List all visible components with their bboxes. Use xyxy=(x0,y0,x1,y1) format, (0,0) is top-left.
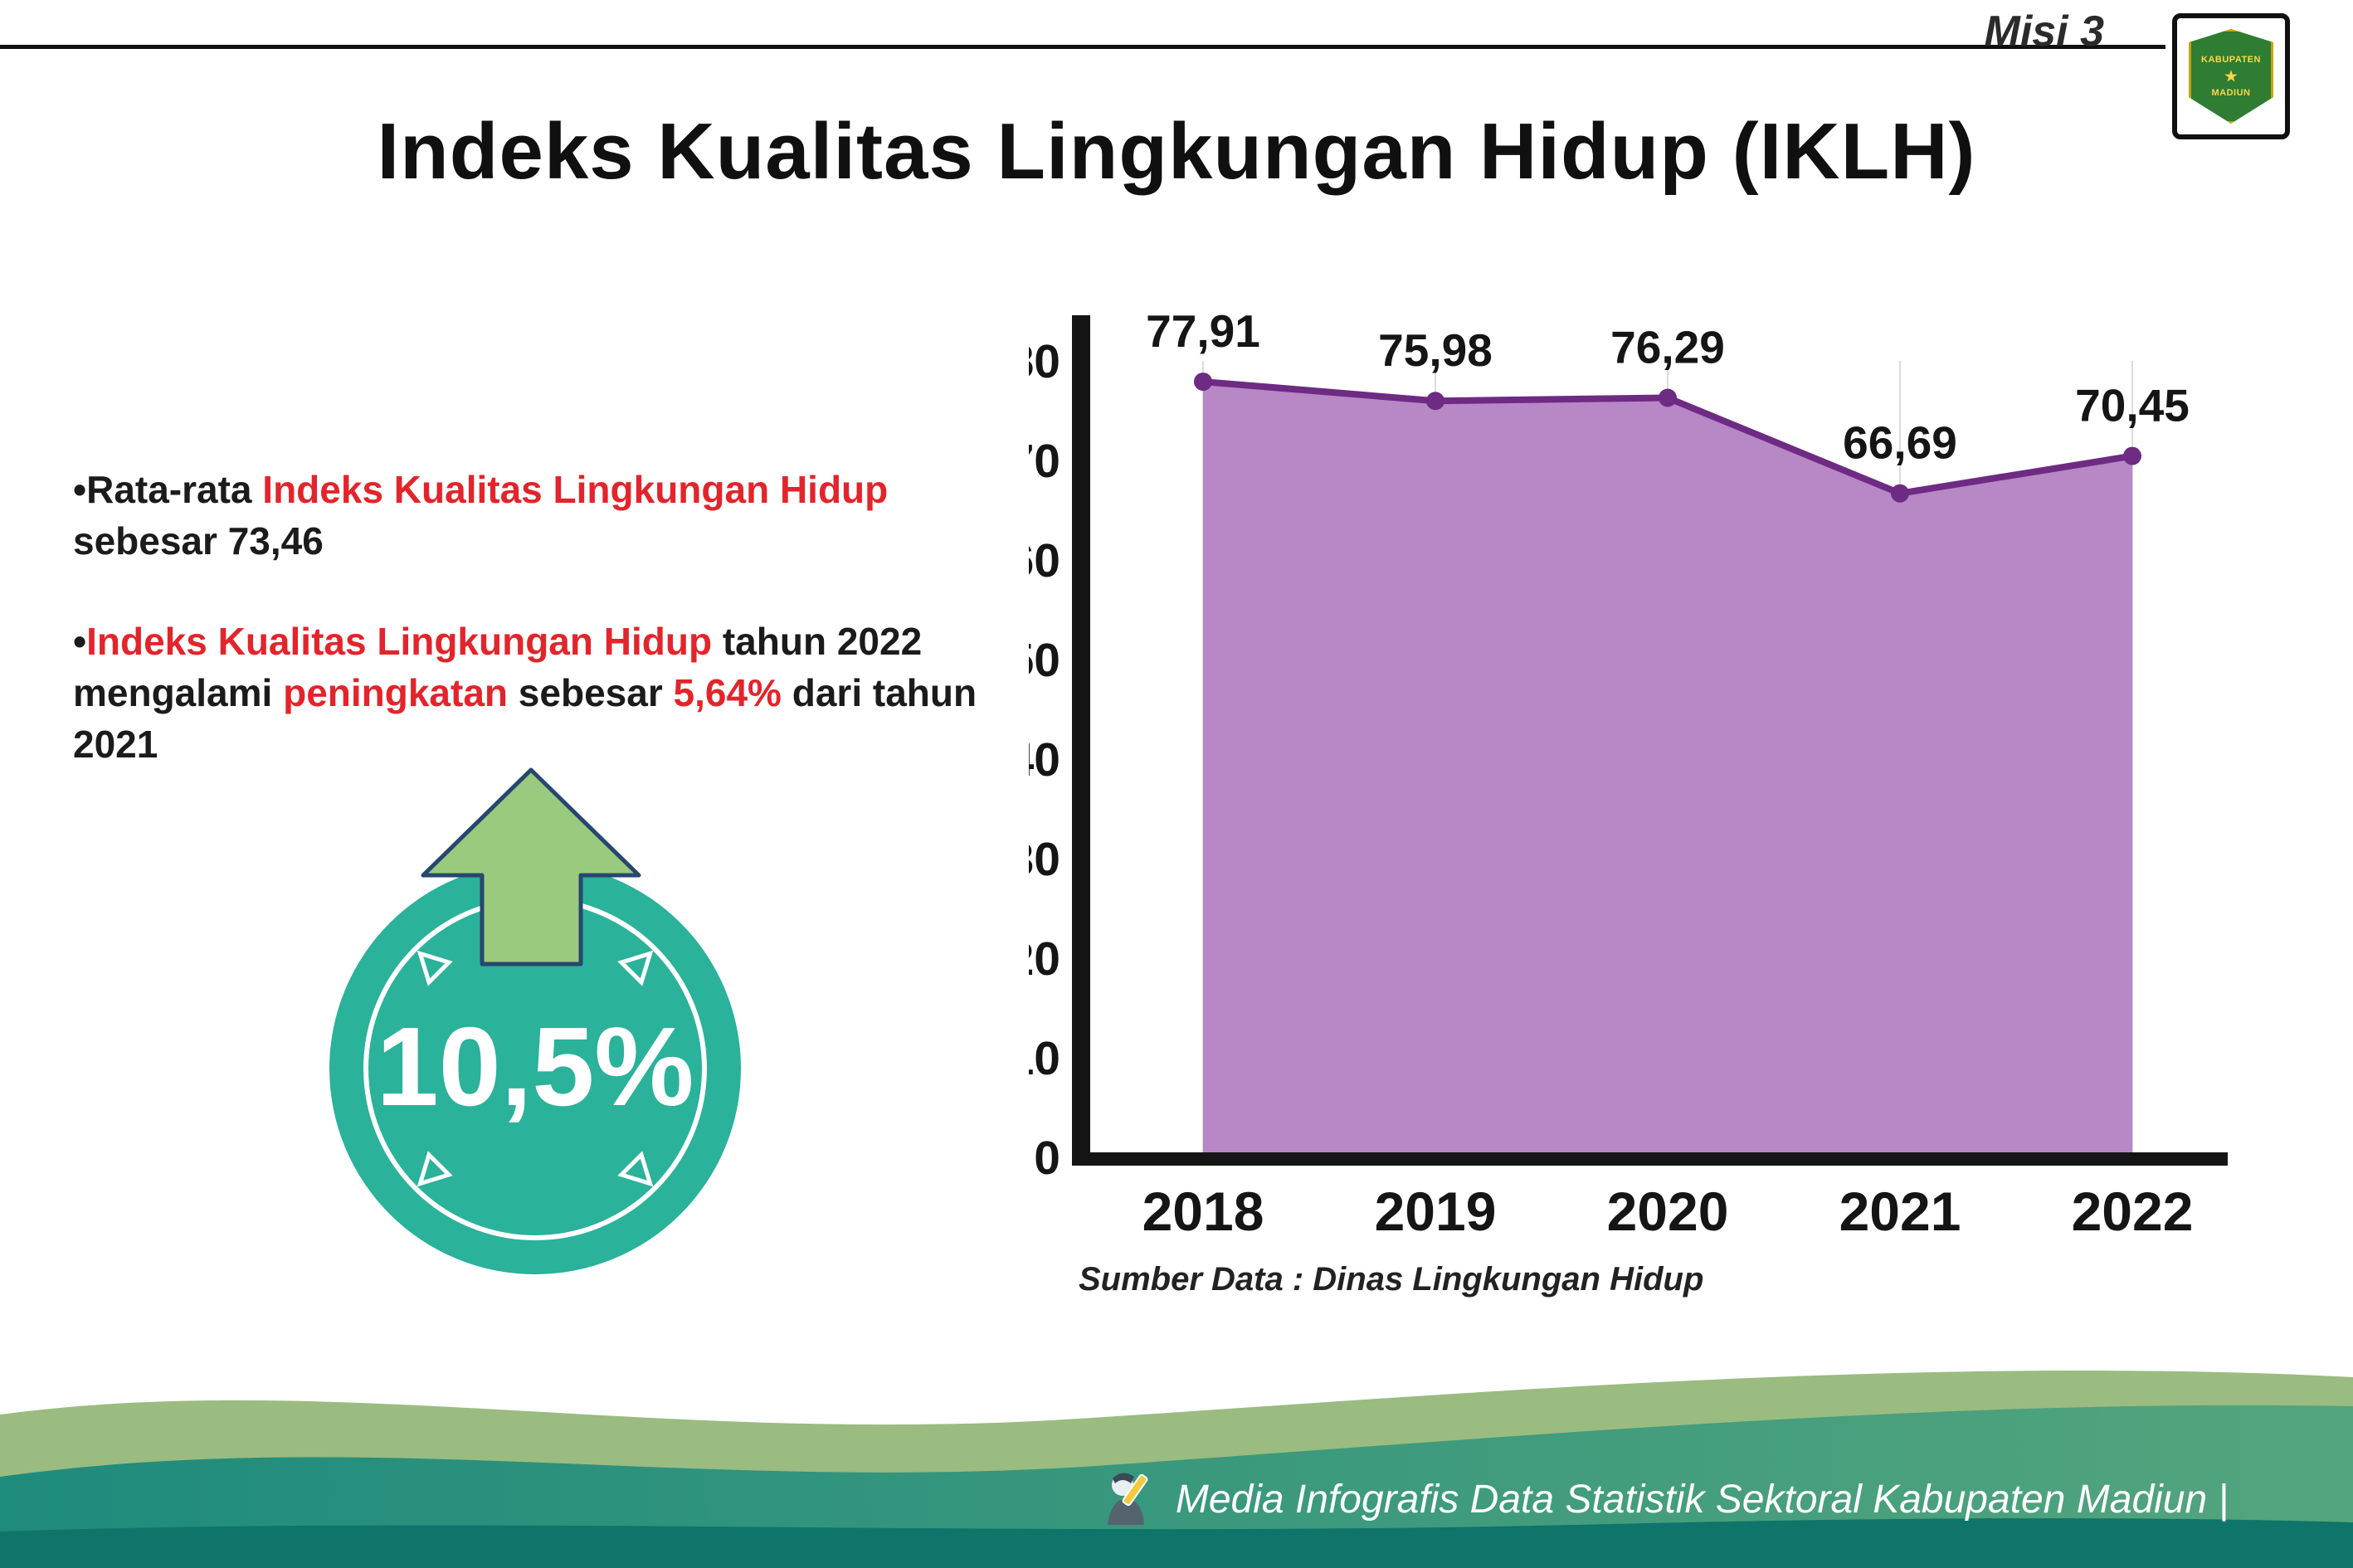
increase-badge-graphic: 10,5% xyxy=(329,767,741,1274)
svg-text:75,98: 75,98 xyxy=(1378,324,1493,376)
svg-text:30: 30 xyxy=(1029,833,1060,886)
svg-text:20: 20 xyxy=(1029,933,1060,986)
svg-text:2021: 2021 xyxy=(1839,1181,1961,1242)
footer-waves xyxy=(0,1371,2353,1568)
bullet-text-red: 5,64% xyxy=(673,670,782,714)
svg-text:60: 60 xyxy=(1029,534,1060,587)
iklh-chart-svg: 77,91 75,98 76,29 66,69 70,45 0 10 20 30 40 50 60 70… xyxy=(1008,305,2228,1242)
page-title: Indeks Kualitas Lingkungan Hidup (IKLH) xyxy=(377,107,1976,196)
bullet-text-red: Indeks Kualitas Lingkungan Hidup xyxy=(86,620,713,664)
mascot-writer-icon xyxy=(1107,1473,1148,1525)
bullet-text: sebesar xyxy=(508,670,674,714)
ring-triangle-icons xyxy=(417,950,654,1187)
svg-text:2018: 2018 xyxy=(1142,1181,1264,1242)
svg-text:76,29: 76,29 xyxy=(1610,322,1725,373)
svg-text:0: 0 xyxy=(1034,1132,1060,1185)
bullet-text: •Rata-rata xyxy=(73,468,263,511)
header-rule xyxy=(0,45,2165,49)
misi-label: Misi 3 xyxy=(1984,7,2105,56)
increase-badge: 10,5% xyxy=(319,747,751,1286)
svg-text:70,45: 70,45 xyxy=(2075,380,2190,431)
bullet-increase-2022: •Indeks Kualitas Lingkungan Hidup tahun … xyxy=(73,616,986,770)
star-icon xyxy=(2224,70,2238,82)
footer-credit: Media Infografis Data Statistik Sektoral… xyxy=(1094,1467,2229,1531)
up-arrow-icon xyxy=(421,767,641,967)
bullet-text: tahun 2022 mengalami xyxy=(73,620,923,714)
bullet-text: sebesar 73,46 xyxy=(73,519,324,562)
kabupaten-madiun-logo: KABUPATEN MADIUN xyxy=(2172,13,2290,139)
svg-text:2022: 2022 xyxy=(2072,1181,2194,1242)
bullet-average-iklh: •Rata-rata Indeks Kualitas Lingkungan Hi… xyxy=(73,465,986,567)
bullet-text: dari tahun 2021 xyxy=(73,670,977,766)
wave-dark xyxy=(0,1518,2353,1568)
crest-top-text: KABUPATEN xyxy=(2201,55,2261,65)
svg-text:2020: 2020 xyxy=(1607,1181,1729,1242)
svg-text:40: 40 xyxy=(1029,733,1060,786)
badge-circle xyxy=(329,863,741,1274)
svg-text:66,69: 66,69 xyxy=(1843,417,1957,469)
bullet-text: • xyxy=(73,620,87,664)
increase-percentage: 10,5% xyxy=(377,1004,694,1129)
bullet-text-red: peningkatan xyxy=(283,670,509,714)
data-source-caption: Sumber Data : Dinas Lingkungan Hidup xyxy=(1079,1261,1704,1298)
bullet-text-red: Indeks Kualitas Lingkungan Hidup xyxy=(262,468,889,511)
crest-bottom-text: MADIUN xyxy=(2211,88,2251,98)
svg-text:70: 70 xyxy=(1029,435,1060,488)
svg-text:2019: 2019 xyxy=(1375,1181,1497,1242)
svg-text:80: 80 xyxy=(1029,335,1060,388)
svg-text:10: 10 xyxy=(1029,1032,1060,1085)
summary-bullets: •Rata-rata Indeks Kualitas Lingkungan Hi… xyxy=(73,465,986,820)
footer-credit-text: Media Infografis Data Statistik Sektoral… xyxy=(1175,1477,2229,1522)
svg-text:77,91: 77,91 xyxy=(1146,305,1260,357)
iklh-chart: 77,91 75,98 76,29 66,69 70,45 0 10 20 30 40 50 60 70… xyxy=(1008,282,2240,1253)
svg-text:50: 50 xyxy=(1029,634,1060,687)
